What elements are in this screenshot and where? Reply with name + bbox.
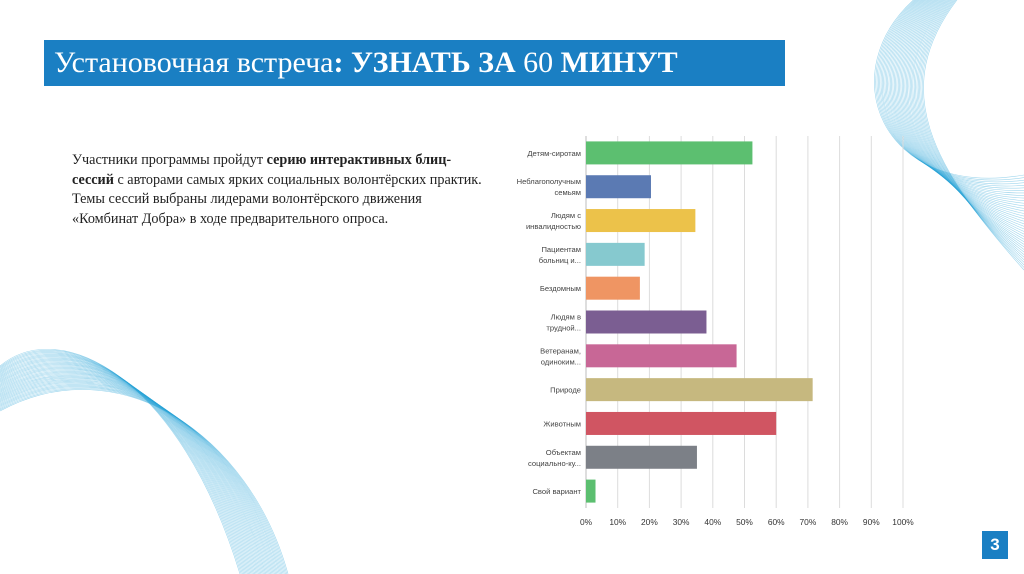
category-label: Людям в <box>551 313 581 322</box>
category-label: Объектам <box>546 448 581 457</box>
category-label: Детям-сиротам <box>527 149 581 158</box>
x-tick-label: 80% <box>831 517 848 527</box>
category-label: одиноким... <box>541 357 581 366</box>
bar <box>586 209 696 233</box>
category-label: Животным <box>543 419 581 428</box>
title-number: 60 <box>523 46 554 79</box>
intro-p1-start: Участники программы пройдут <box>72 152 267 168</box>
title-tail: МИНУТ <box>553 46 678 79</box>
bar <box>586 479 596 503</box>
category-label: Бездомным <box>540 284 581 293</box>
bar <box>586 276 640 300</box>
intro-paragraph-1: Участники программы пройдут серию интера… <box>72 151 482 190</box>
x-tick-label: 60% <box>768 517 785 527</box>
x-tick-label: 10% <box>609 517 626 527</box>
category-label: трудной... <box>546 324 581 333</box>
page-title: Установочная встреча: УЗНАТЬ ЗА 60 МИНУТ <box>44 46 678 80</box>
bar <box>586 242 645 266</box>
intro-p1-highlight: серию интерактивных блиц-сессий <box>72 152 452 188</box>
wave-decoration-bottom-left <box>0 349 289 574</box>
category-label: Людям с <box>551 211 581 220</box>
x-tick-label: 30% <box>673 517 690 527</box>
category-label: Пациентам <box>541 245 581 254</box>
intro-text: Участники программы пройдут серию интера… <box>72 151 482 229</box>
bar <box>586 141 753 165</box>
category-label: больниц и... <box>539 256 581 265</box>
x-tick-label: 0% <box>580 517 593 527</box>
title-main: Установочная встреча <box>54 46 334 79</box>
category-label: инвалидностью <box>526 222 581 231</box>
category-label: социально-ку... <box>528 459 581 468</box>
bar <box>586 310 707 334</box>
category-label: семьям <box>554 188 581 197</box>
survey-bar-chart: 0% 10% 20% 30% 40% 50% 60% 70% 80% 90% 100% Детям-с… <box>517 136 914 527</box>
intro-p1-end: с авторами самых ярких социальных волонт… <box>113 171 482 188</box>
bar <box>586 378 813 402</box>
bar <box>586 411 777 435</box>
x-tick-label: 40% <box>704 517 721 527</box>
bar <box>586 175 651 199</box>
x-tick-label: 70% <box>800 517 817 527</box>
category-label: Природе <box>550 386 581 395</box>
bar <box>586 344 737 368</box>
page-number: 3 <box>990 535 1000 554</box>
x-tick-label: 50% <box>736 517 753 527</box>
x-tick-label: 20% <box>641 517 658 527</box>
bar <box>586 445 697 469</box>
page-number-badge: 3 <box>982 531 1008 559</box>
category-label: Свой вариант <box>532 487 581 496</box>
title-banner: Установочная встреча: УЗНАТЬ ЗА 60 МИНУТ <box>44 40 785 86</box>
wave-decoration-top-right <box>874 0 1024 271</box>
category-label: Неблагополучным <box>517 177 581 186</box>
category-label: Ветеранам, <box>540 346 581 355</box>
x-tick-label: 90% <box>863 517 880 527</box>
title-separator: : УЗНАТЬ ЗА <box>333 46 524 79</box>
x-tick-label: 100% <box>892 517 914 527</box>
intro-paragraph-2: Темы сессий выбраны лидерами волонтёрско… <box>72 191 422 227</box>
